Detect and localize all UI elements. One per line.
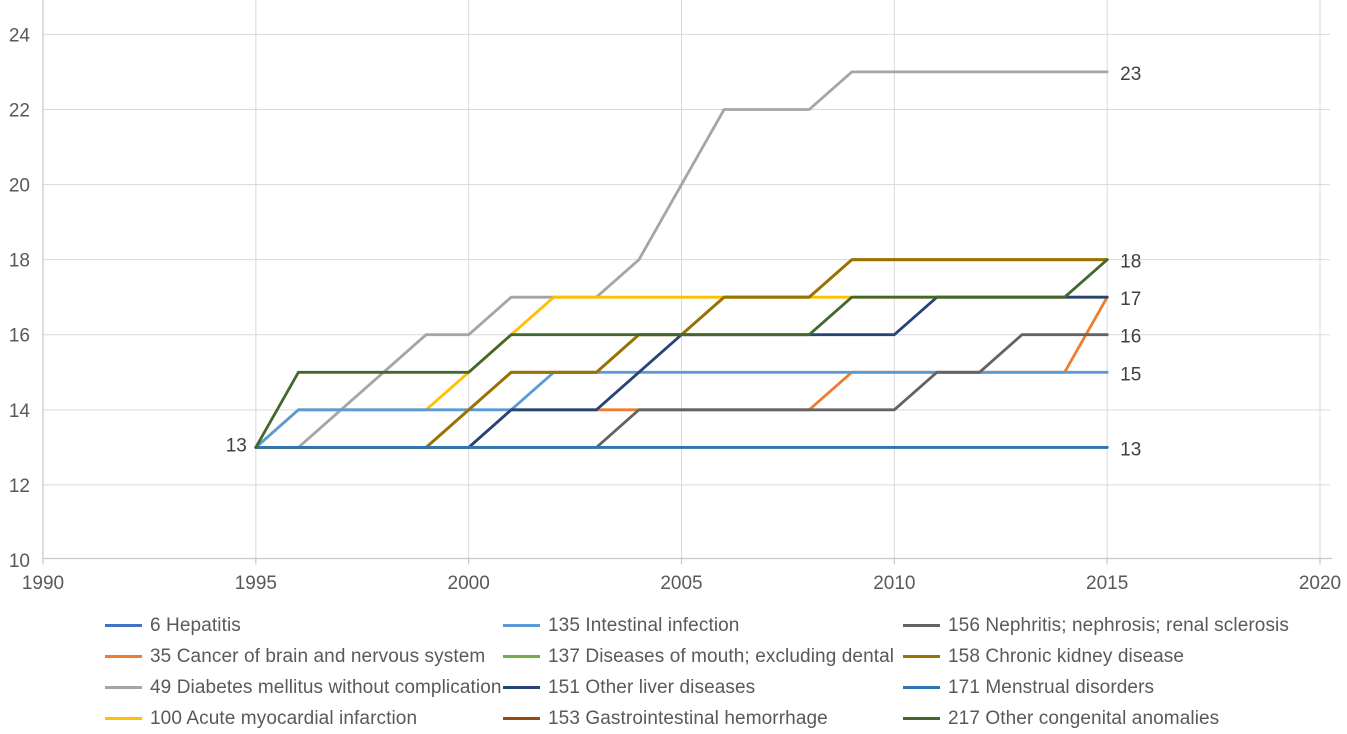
legend-swatch-49 — [105, 686, 142, 689]
legend-swatch-151 — [503, 686, 540, 689]
legend-item-217: 217 Other congenital anomalies — [903, 703, 1347, 734]
y-tick-label: 18 — [9, 251, 30, 272]
y-tick-label: 12 — [9, 476, 30, 497]
legend-item-100: 100 Acute myocardial infarction — [105, 703, 503, 734]
y-tick-label: 20 — [9, 176, 30, 197]
legend-item-6: 6 Hepatitis — [105, 610, 503, 641]
x-tick-label: 2020 — [1299, 573, 1341, 594]
series-line-217 — [254, 258, 1109, 449]
legend-label: 153 Gastrointestinal hemorrhage — [548, 707, 828, 729]
legend-swatch-217 — [903, 717, 940, 720]
legend-item-151: 151 Other liver diseases — [503, 672, 903, 703]
end-data-label: 15 — [1120, 364, 1141, 385]
x-tick-label: 2010 — [873, 573, 915, 594]
legend-label: 156 Nephritis; nephrosis; renal sclerosi… — [948, 614, 1289, 636]
legend-item-137: 137 Diseases of mouth; excluding dental — [503, 641, 903, 672]
legend-swatch-137 — [503, 655, 540, 658]
legend-swatch-158 — [903, 655, 940, 658]
legend-swatch-153 — [503, 717, 540, 720]
start-data-label: 13 — [226, 435, 247, 456]
legend-label: 6 Hepatitis — [150, 614, 241, 636]
x-tick-label: 2005 — [660, 573, 702, 594]
legend-item-35: 35 Cancer of brain and nervous system — [105, 641, 503, 672]
end-data-label: 13 — [1120, 439, 1141, 460]
legend-label: 35 Cancer of brain and nervous system — [150, 645, 486, 667]
series-line-49 — [254, 70, 1109, 449]
legend-item-158: 158 Chronic kidney disease — [903, 641, 1347, 672]
legend-label: 100 Acute myocardial infarction — [150, 707, 418, 729]
legend-swatch-6 — [105, 624, 142, 627]
x-tick-label: 2000 — [448, 573, 490, 594]
end-data-label: 17 — [1120, 289, 1141, 310]
y-tick-label: 22 — [9, 100, 30, 121]
legend-item-156: 156 Nephritis; nephrosis; renal sclerosi… — [903, 610, 1347, 641]
y-tick-label: 14 — [9, 401, 31, 422]
legend-swatch-171 — [903, 686, 940, 689]
end-data-label: 16 — [1120, 327, 1141, 348]
legend-item-171: 171 Menstrual disorders — [903, 672, 1347, 703]
legend-swatch-156 — [903, 624, 940, 627]
y-tick-label: 10 — [9, 551, 30, 572]
y-tick-label: 16 — [9, 326, 30, 347]
legend-item-135: 135 Intestinal infection — [503, 610, 903, 641]
legend-label: 158 Chronic kidney disease — [948, 645, 1185, 667]
chart-legend: 6 Hepatitis 135 Intestinal infection 156 N… — [105, 610, 1347, 734]
legend-label: 135 Intestinal infection — [548, 614, 740, 636]
legend-label: 49 Diabetes mellitus without complicatio… — [150, 676, 502, 698]
end-data-label: 18 — [1120, 252, 1141, 273]
legend-label: 171 Menstrual disorders — [948, 676, 1155, 698]
legend-label: 217 Other congenital anomalies — [948, 707, 1220, 729]
y-tick-label: 24 — [9, 25, 31, 46]
x-tick-label: 2015 — [1086, 573, 1128, 594]
legend-label: 137 Diseases of mouth; excluding dental — [548, 645, 895, 667]
end-data-label: 23 — [1120, 64, 1141, 85]
x-tick-label: 1990 — [22, 573, 64, 594]
legend-label: 151 Other liver diseases — [548, 676, 756, 698]
legend-item-49: 49 Diabetes mellitus without complicatio… — [105, 672, 503, 703]
plot-svg: 10 12 14 16 18 20 22 24 1990 1995 2000 2005 2010 2015… — [9, 0, 1341, 594]
legend-swatch-35 — [105, 655, 142, 658]
legend-swatch-135 — [503, 624, 540, 627]
x-tick-label: 1995 — [235, 573, 277, 594]
legend-item-153: 153 Gastrointestinal hemorrhage — [503, 703, 903, 734]
legend-swatch-100 — [105, 717, 142, 720]
